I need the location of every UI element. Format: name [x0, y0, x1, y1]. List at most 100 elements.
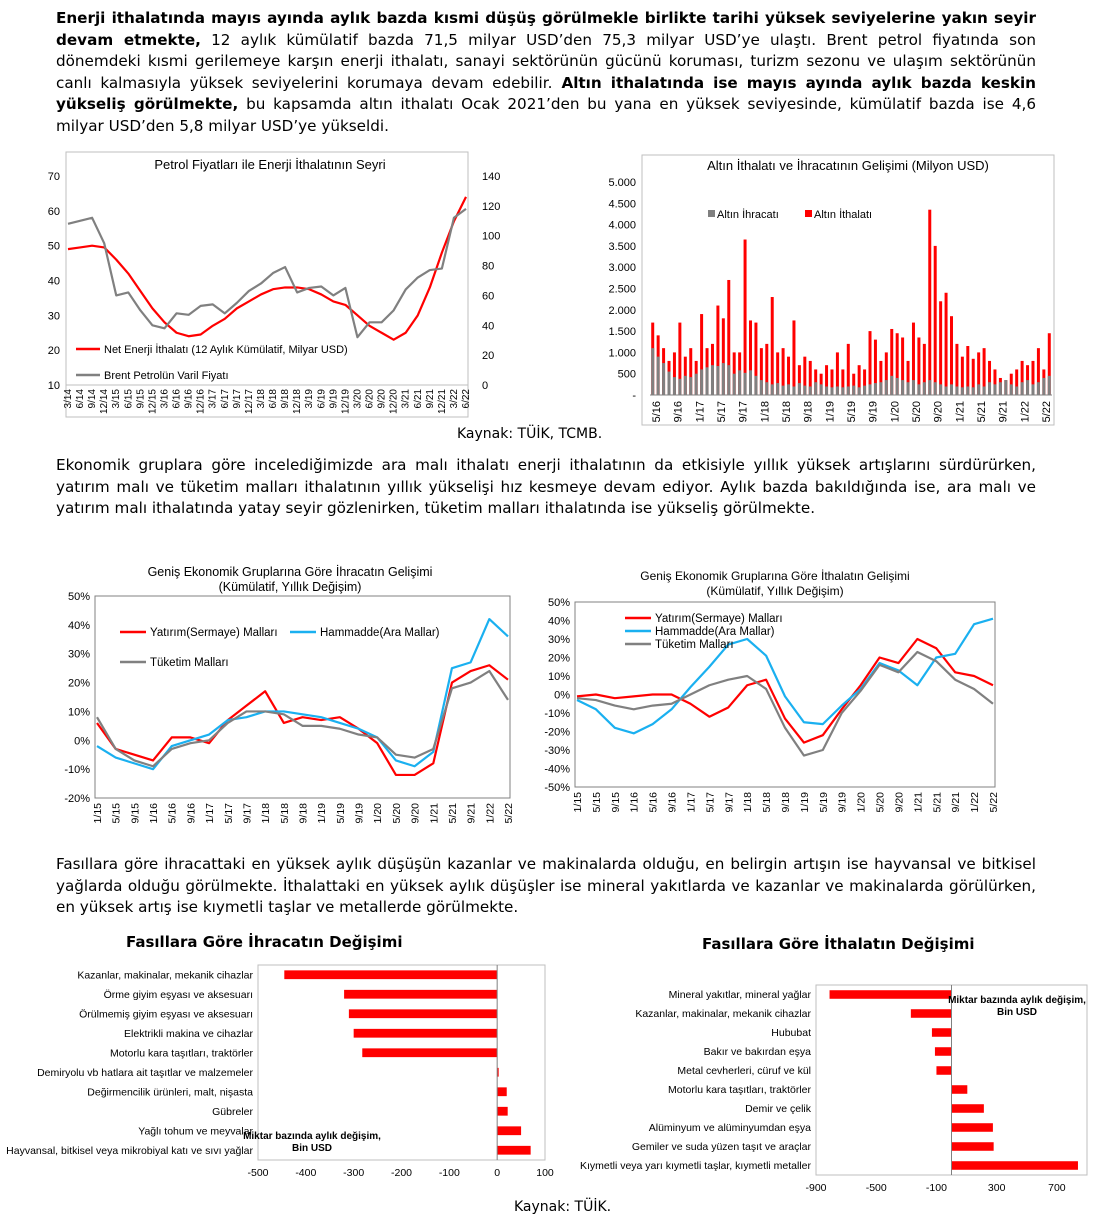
altin-export-bar [857, 387, 861, 395]
altin-export-bar [895, 377, 899, 395]
group-x-tick: 1/19 [799, 792, 811, 813]
altin-export-bar [1004, 380, 1008, 395]
group-y-tick: 50% [548, 597, 570, 609]
altin-export-bar [672, 377, 676, 395]
fasil-x-tick: -500 [866, 1182, 887, 1194]
group-legend-label: Tüketim Malları [150, 657, 229, 669]
altin-export-bar [873, 383, 877, 395]
altin-import-bar [781, 348, 785, 395]
altin-export-bar [1020, 382, 1024, 395]
petrol-x-tick: 3/14 [63, 389, 74, 409]
fasil-category-label: Örme giyim eşyası ve aksesuarı [104, 989, 253, 1001]
petrol-x-tick: 3/17 [208, 389, 219, 409]
altin-export-bar [901, 380, 905, 395]
group-x-tick: 9/15 [129, 803, 141, 824]
petrol-x-tick: 9/17 [232, 389, 243, 409]
altin-export-bar [939, 384, 943, 395]
p1-bold-2: Altın ithalatında ise mayıs ayında aylık… [56, 73, 1036, 114]
altin-export-bar [792, 386, 796, 395]
altin-import-bar [672, 352, 676, 395]
altin-export-bar [917, 384, 921, 395]
group-y-tick: -20% [64, 793, 90, 805]
altin-legend-label: Altın İthalatı [814, 208, 872, 221]
ihracat-fasil-title: Fasıllara Göre İhracatın Değişimi [126, 933, 403, 951]
altin-export-bar [1042, 377, 1046, 395]
group-x-tick: 1/21 [912, 792, 924, 813]
petrol-legend-label: Brent Petrolün Varil Fiyatı [104, 370, 229, 382]
ithalat-fasil-chart: Mineral yakıtlar, mineral yağlar Kazanlar… [580, 984, 1088, 1194]
fasil-category-label: Örülmemiş giyim eşyası ve aksesuarı [79, 1008, 253, 1020]
group-y-tick: 30% [548, 634, 570, 646]
group-x-tick: 5/15 [591, 792, 603, 813]
fasil-x-tick: -100 [439, 1167, 460, 1179]
altin-y-tick: 5.000 [608, 177, 636, 189]
petrol-x-tick: 3/15 [111, 389, 122, 409]
altin-x-tick: 5/16 [651, 401, 663, 422]
group-legend-label: Tüketim Malları [655, 639, 734, 651]
fasil-x-tick: -500 [247, 1167, 268, 1179]
altin-export-bar [960, 387, 964, 395]
petrol-x-tick: 12/18 [292, 389, 303, 414]
fasil-x-tick: 100 [536, 1167, 554, 1179]
p1-bold-1: Enerji ithalatında mayıs ayında aylık ba… [56, 9, 1036, 49]
altin-x-tick: 5/22 [1041, 401, 1053, 422]
altin-export-bar [879, 382, 883, 395]
altin-export-bar [754, 375, 758, 395]
petrol-left-tick: 50 [48, 241, 60, 253]
altin-import-bar [944, 292, 948, 395]
ihracat-fasil-chart: Kazanlar, makinalar, mekanik cihazlar Örm… [6, 964, 554, 1179]
petrol-chart-frame [65, 151, 469, 418]
altin-import-bar [759, 348, 763, 395]
altin-export-bar [835, 386, 839, 395]
group-x-tick: 9/20 [893, 792, 905, 813]
group-y-tick: -50% [544, 782, 570, 794]
petrol-x-tick: 6/20 [365, 389, 376, 409]
altin-import-bar [857, 365, 861, 395]
fasil-note-line-1: Miktar bazında aylık değişim, [948, 995, 1086, 1006]
group-x-tick: 5/17 [223, 803, 235, 824]
altin-import-bar [1047, 333, 1051, 395]
altin-export-bar [911, 380, 915, 395]
group-x-tick: 9/18 [298, 803, 310, 824]
group-x-tick: 5/21 [931, 792, 943, 813]
altin-export-bar [814, 382, 818, 395]
altin-y-tick: 3.000 [608, 262, 636, 274]
fasil-x-tick: -300 [343, 1167, 364, 1179]
altin-x-tick: 9/20 [933, 401, 945, 422]
altin-export-bar [710, 365, 714, 395]
altin-export-bar [694, 373, 698, 395]
ithalat-grup-title: Geniş Ekonomik Gruplarına Göre İthalatın… [640, 569, 909, 583]
altin-export-bar [803, 385, 807, 395]
petrol-legend-label: Net Enerji İthalatı (12 Aylık Kümülatif,… [104, 343, 348, 356]
altin-export-bar [1036, 382, 1040, 395]
altin-export-bar [933, 382, 937, 395]
fasil-category-label: Kazanlar, makinalar, mekanik cihazlar [635, 1008, 811, 1020]
altin-export-bar [716, 366, 720, 395]
altin-export-bar [705, 367, 709, 395]
group-x-tick: 5/20 [391, 803, 403, 824]
altin-import-bar [901, 337, 905, 395]
group-x-tick: 1/16 [629, 792, 641, 813]
fasil-x-tick: -400 [295, 1167, 316, 1179]
fasil-bar [951, 1142, 994, 1151]
group-x-tick: 9/16 [185, 803, 197, 824]
fasil-category-label: Alüminyum ve alüminyumdan eşya [649, 1122, 811, 1134]
altin-import-bar [754, 322, 758, 395]
altin-export-bar [998, 382, 1002, 395]
petrol-x-tick: 12/16 [196, 389, 207, 414]
altin-export-bar [749, 370, 752, 395]
altin-import-bar [955, 343, 959, 395]
group-y-tick: 40% [68, 620, 90, 632]
altin-x-tick: 9/19 [868, 401, 880, 422]
fasil-bar [497, 1067, 499, 1077]
group-x-tick: 5/19 [818, 792, 830, 813]
group-x-tick: 1/19 [316, 803, 328, 824]
group-x-tick: 5/18 [279, 803, 291, 824]
altin-import-bar [841, 369, 845, 395]
group-x-tick: 5/22 [988, 792, 1000, 813]
altin-x-tick: 9/16 [673, 401, 685, 422]
altin-import-bar [721, 318, 725, 395]
petrol-x-tick: 12/20 [389, 389, 400, 414]
fasil-x-tick: 300 [988, 1182, 1006, 1194]
fasil-category-label: Hububat [771, 1027, 811, 1039]
